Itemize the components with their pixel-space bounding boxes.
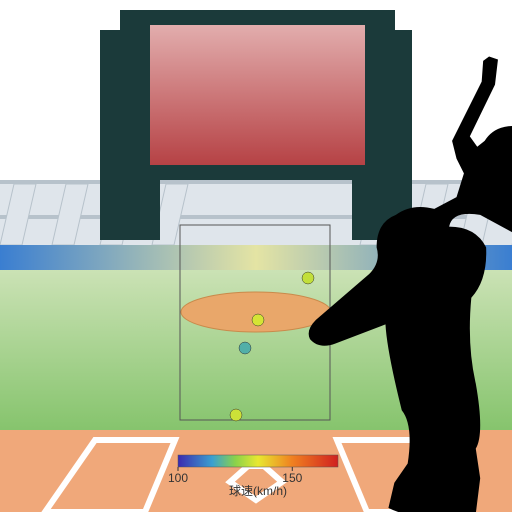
pitch-marker	[230, 409, 242, 421]
pitch-marker	[239, 342, 251, 354]
scoreboard-screen	[150, 25, 365, 165]
pitch-location-chart: 100 150球速(km/h)	[0, 0, 512, 512]
pitch-marker	[252, 314, 264, 326]
legend-label: 球速(km/h)	[229, 484, 287, 498]
pitch-marker	[302, 272, 314, 284]
stands-rail	[0, 180, 512, 184]
legend-tick-label: 150	[282, 471, 302, 485]
pitchers-mound	[181, 292, 331, 332]
legend-tick-label: 100	[168, 471, 188, 485]
speed-colorbar	[178, 455, 338, 467]
